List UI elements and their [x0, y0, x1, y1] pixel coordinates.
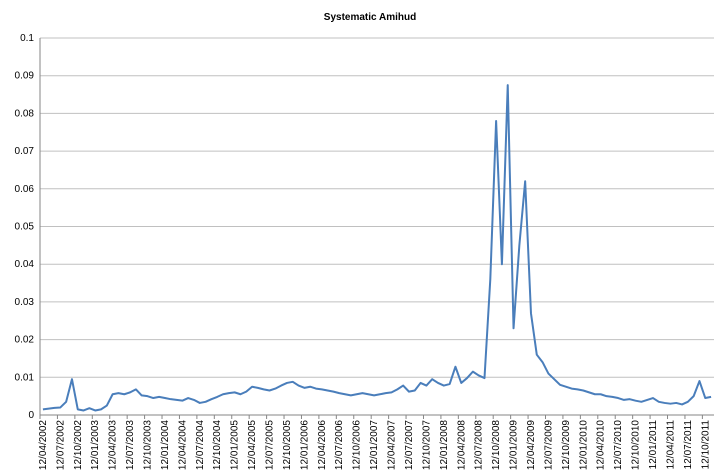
x-tick-label: 12/07/2005: [265, 420, 276, 470]
y-tick-label: 0: [28, 410, 34, 421]
y-tick-label: 0.02: [15, 335, 35, 346]
y-tick-label: 0.08: [15, 108, 35, 119]
chart-title: Systematic Amihud: [324, 12, 416, 23]
x-tick-label: 12/04/2011: [665, 420, 676, 470]
x-tick-label: 12/10/2010: [631, 420, 642, 470]
x-tick-label: 12/07/2006: [334, 420, 345, 470]
x-tick-label: 12/04/2008: [456, 420, 467, 470]
x-tick-label: 12/01/2004: [160, 420, 171, 470]
x-tick-label: 12/04/2009: [526, 420, 537, 470]
x-tick-label: 12/01/2007: [369, 420, 380, 470]
x-tick-label: 12/04/2006: [317, 420, 328, 470]
x-tick-label: 12/01/2011: [648, 420, 659, 470]
x-tick-label: 12/04/2007: [387, 420, 398, 470]
x-tick-label: 12/10/2007: [421, 420, 432, 470]
x-tick-label: 12/07/2011: [683, 420, 694, 470]
x-tick-label: 12/04/2002: [38, 420, 49, 470]
x-tick-label: 12/04/2004: [177, 420, 188, 470]
x-tick-label: 12/04/2010: [596, 420, 607, 470]
x-tick-label: 12/10/2005: [282, 420, 293, 470]
x-tick-label: 12/01/2010: [578, 420, 589, 470]
x-tick-label: 12/07/2007: [404, 420, 415, 470]
x-tick-label: 12/10/2003: [142, 420, 153, 470]
x-tick-label: 12/01/2008: [439, 420, 450, 470]
x-tick-label: 12/07/2010: [613, 420, 624, 470]
x-tick-label: 12/07/2008: [474, 420, 485, 470]
y-tick-label: 0.01: [15, 372, 35, 383]
x-tick-label: 12/10/2006: [352, 420, 363, 470]
x-tick-label: 12/01/2003: [90, 420, 101, 470]
y-tick-label: 0.04: [15, 259, 35, 270]
x-tick-label: 12/01/2009: [509, 420, 520, 470]
x-tick-label: 12/01/2005: [230, 420, 241, 470]
x-tick-label: 12/10/2004: [212, 420, 223, 470]
x-tick-label: 12/04/2005: [247, 420, 258, 470]
x-tick-label: 12/10/2011: [700, 420, 711, 470]
y-tick-label: 0.06: [15, 184, 35, 195]
y-tick-label: 0.09: [15, 71, 35, 82]
y-tick-label: 0.05: [15, 222, 35, 233]
x-tick-label: 12/07/2002: [55, 420, 66, 470]
data-line: [42, 84, 712, 412]
x-tick-label: 12/10/2009: [561, 420, 572, 470]
x-tick-label: 12/07/2003: [125, 420, 136, 470]
x-tick-label: 12/10/2008: [491, 420, 502, 470]
y-tick-label: 0.03: [15, 297, 35, 308]
y-tick-label: 0.1: [20, 33, 34, 44]
x-tick-label: 12/10/2002: [73, 420, 84, 470]
x-tick-label: 12/07/2004: [195, 420, 206, 470]
x-tick-label: 12/07/2009: [543, 420, 554, 470]
x-tick-label: 12/01/2006: [299, 420, 310, 470]
x-tick-label: 12/04/2003: [108, 420, 119, 470]
y-tick-label: 0.07: [15, 146, 35, 157]
